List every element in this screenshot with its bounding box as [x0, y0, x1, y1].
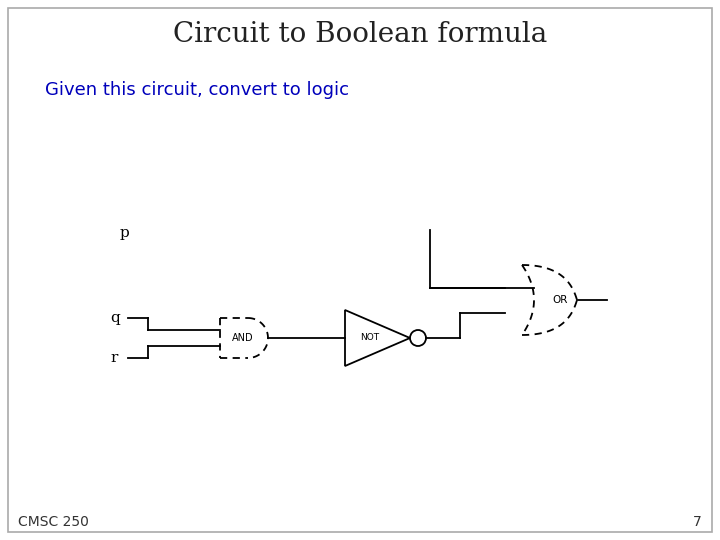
Text: OR: OR — [552, 295, 567, 305]
Text: q: q — [110, 311, 120, 325]
Text: AND: AND — [232, 333, 253, 343]
Text: p: p — [120, 226, 130, 240]
Text: NOT: NOT — [360, 334, 379, 342]
Text: CMSC 250: CMSC 250 — [18, 515, 89, 529]
Text: Given this circuit, convert to logic: Given this circuit, convert to logic — [45, 81, 349, 99]
Text: r: r — [110, 351, 117, 365]
Text: Circuit to Boolean formula: Circuit to Boolean formula — [173, 22, 547, 49]
Text: 7: 7 — [693, 515, 702, 529]
